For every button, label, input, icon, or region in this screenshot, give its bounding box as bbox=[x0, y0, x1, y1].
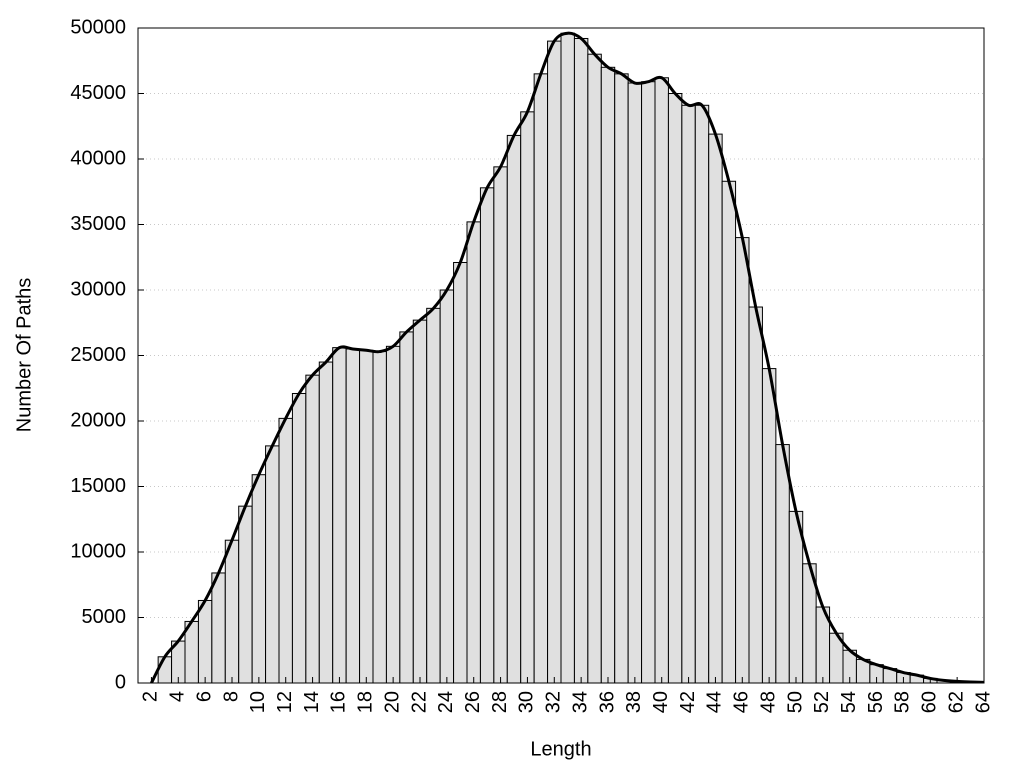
bar bbox=[721, 180, 737, 683]
bar bbox=[761, 368, 777, 683]
bar bbox=[694, 104, 710, 683]
x-tick-label: 42 bbox=[677, 691, 699, 713]
bar bbox=[506, 134, 522, 683]
bar bbox=[345, 348, 361, 683]
x-tick-label: 38 bbox=[623, 691, 645, 713]
x-tick-label: 58 bbox=[892, 691, 914, 713]
y-tick-label: 0 bbox=[115, 671, 126, 693]
x-tick-label: 44 bbox=[704, 691, 726, 713]
x-tick-label: 32 bbox=[543, 691, 565, 713]
bar bbox=[385, 345, 401, 683]
y-tick-label: 20000 bbox=[70, 409, 126, 431]
x-tick-label: 56 bbox=[865, 691, 887, 713]
bar bbox=[681, 104, 696, 683]
bar bbox=[453, 261, 468, 683]
y-tick-label: 5000 bbox=[82, 606, 127, 628]
bar bbox=[614, 73, 629, 683]
x-tick-label: 36 bbox=[596, 691, 618, 713]
y-tick-label: 35000 bbox=[70, 213, 126, 235]
bar bbox=[251, 474, 267, 683]
bar bbox=[573, 37, 589, 683]
bar bbox=[278, 417, 293, 683]
bar bbox=[412, 319, 428, 683]
y-tick-label: 15000 bbox=[70, 475, 126, 497]
bar bbox=[654, 77, 669, 683]
y-tick-label: 25000 bbox=[70, 344, 126, 366]
x-tick-label: 10 bbox=[247, 691, 269, 713]
x-tick-label: 46 bbox=[731, 691, 753, 713]
bar bbox=[627, 82, 643, 683]
x-tick-label: 12 bbox=[274, 691, 296, 713]
x-tick-label: 48 bbox=[757, 691, 779, 713]
bar bbox=[224, 539, 240, 683]
bar bbox=[493, 166, 508, 683]
bar bbox=[587, 53, 602, 683]
bar bbox=[399, 331, 414, 683]
x-tick-label: 14 bbox=[301, 691, 323, 713]
y-axis-label: Number Of Paths bbox=[13, 278, 35, 433]
bar bbox=[735, 237, 750, 683]
y-tick-label: 50000 bbox=[70, 16, 126, 38]
y-tick-label: 45000 bbox=[70, 82, 126, 104]
bar bbox=[359, 349, 374, 683]
y-tick-label: 40000 bbox=[70, 147, 126, 169]
bar bbox=[238, 505, 253, 683]
x-tick-label: 8 bbox=[220, 691, 242, 702]
x-tick-label: 24 bbox=[435, 691, 457, 713]
curve bbox=[150, 31, 984, 683]
smooth-line bbox=[150, 31, 984, 683]
bar bbox=[291, 392, 307, 683]
bar bbox=[265, 445, 280, 683]
bar bbox=[667, 93, 683, 683]
x-tick-label: 50 bbox=[784, 691, 806, 713]
bar bbox=[600, 66, 616, 683]
bar bbox=[479, 187, 495, 683]
bar bbox=[466, 221, 481, 683]
bar bbox=[708, 133, 723, 683]
bars bbox=[157, 32, 984, 683]
bar bbox=[641, 81, 656, 683]
x-tick-label: 52 bbox=[811, 691, 833, 713]
x-tick-label: 62 bbox=[945, 691, 967, 713]
bar bbox=[547, 40, 562, 683]
x-tick-label: 28 bbox=[489, 691, 511, 713]
bar bbox=[157, 656, 173, 683]
axes: 0 5000 10000 15000 20000 25000 30000 35000 40000… bbox=[70, 16, 994, 713]
x-tick-label: 60 bbox=[919, 691, 941, 713]
x-tick-label: 34 bbox=[569, 691, 591, 713]
bar bbox=[520, 111, 535, 683]
bar bbox=[560, 32, 575, 683]
bar bbox=[332, 347, 347, 683]
bar bbox=[748, 306, 763, 683]
y-tick-label: 30000 bbox=[70, 278, 126, 300]
bar bbox=[533, 73, 549, 683]
x-tick-label: 54 bbox=[838, 691, 860, 713]
bar bbox=[439, 289, 455, 683]
bar bbox=[211, 572, 226, 683]
x-tick-label: 22 bbox=[408, 691, 430, 713]
x-tick-label: 4 bbox=[167, 691, 189, 702]
x-tick-label: 26 bbox=[462, 691, 484, 713]
x-axis-label: Length bbox=[530, 738, 591, 760]
bar bbox=[305, 374, 320, 683]
bar bbox=[197, 599, 213, 683]
x-tick-label: 16 bbox=[328, 691, 350, 713]
x-tick-label: 20 bbox=[381, 691, 403, 713]
y-tick-label: 10000 bbox=[70, 540, 126, 562]
x-tick-label: 30 bbox=[516, 691, 538, 713]
x-tick-label: 18 bbox=[355, 691, 377, 713]
x-tick-label: 40 bbox=[650, 691, 672, 713]
bar bbox=[372, 351, 387, 683]
bar bbox=[775, 444, 790, 683]
x-tick-label: 64 bbox=[972, 691, 994, 713]
bar bbox=[426, 307, 441, 683]
bar bbox=[318, 361, 334, 683]
x-tick-label: 6 bbox=[193, 691, 215, 702]
x-tick-label: 2 bbox=[140, 691, 162, 702]
